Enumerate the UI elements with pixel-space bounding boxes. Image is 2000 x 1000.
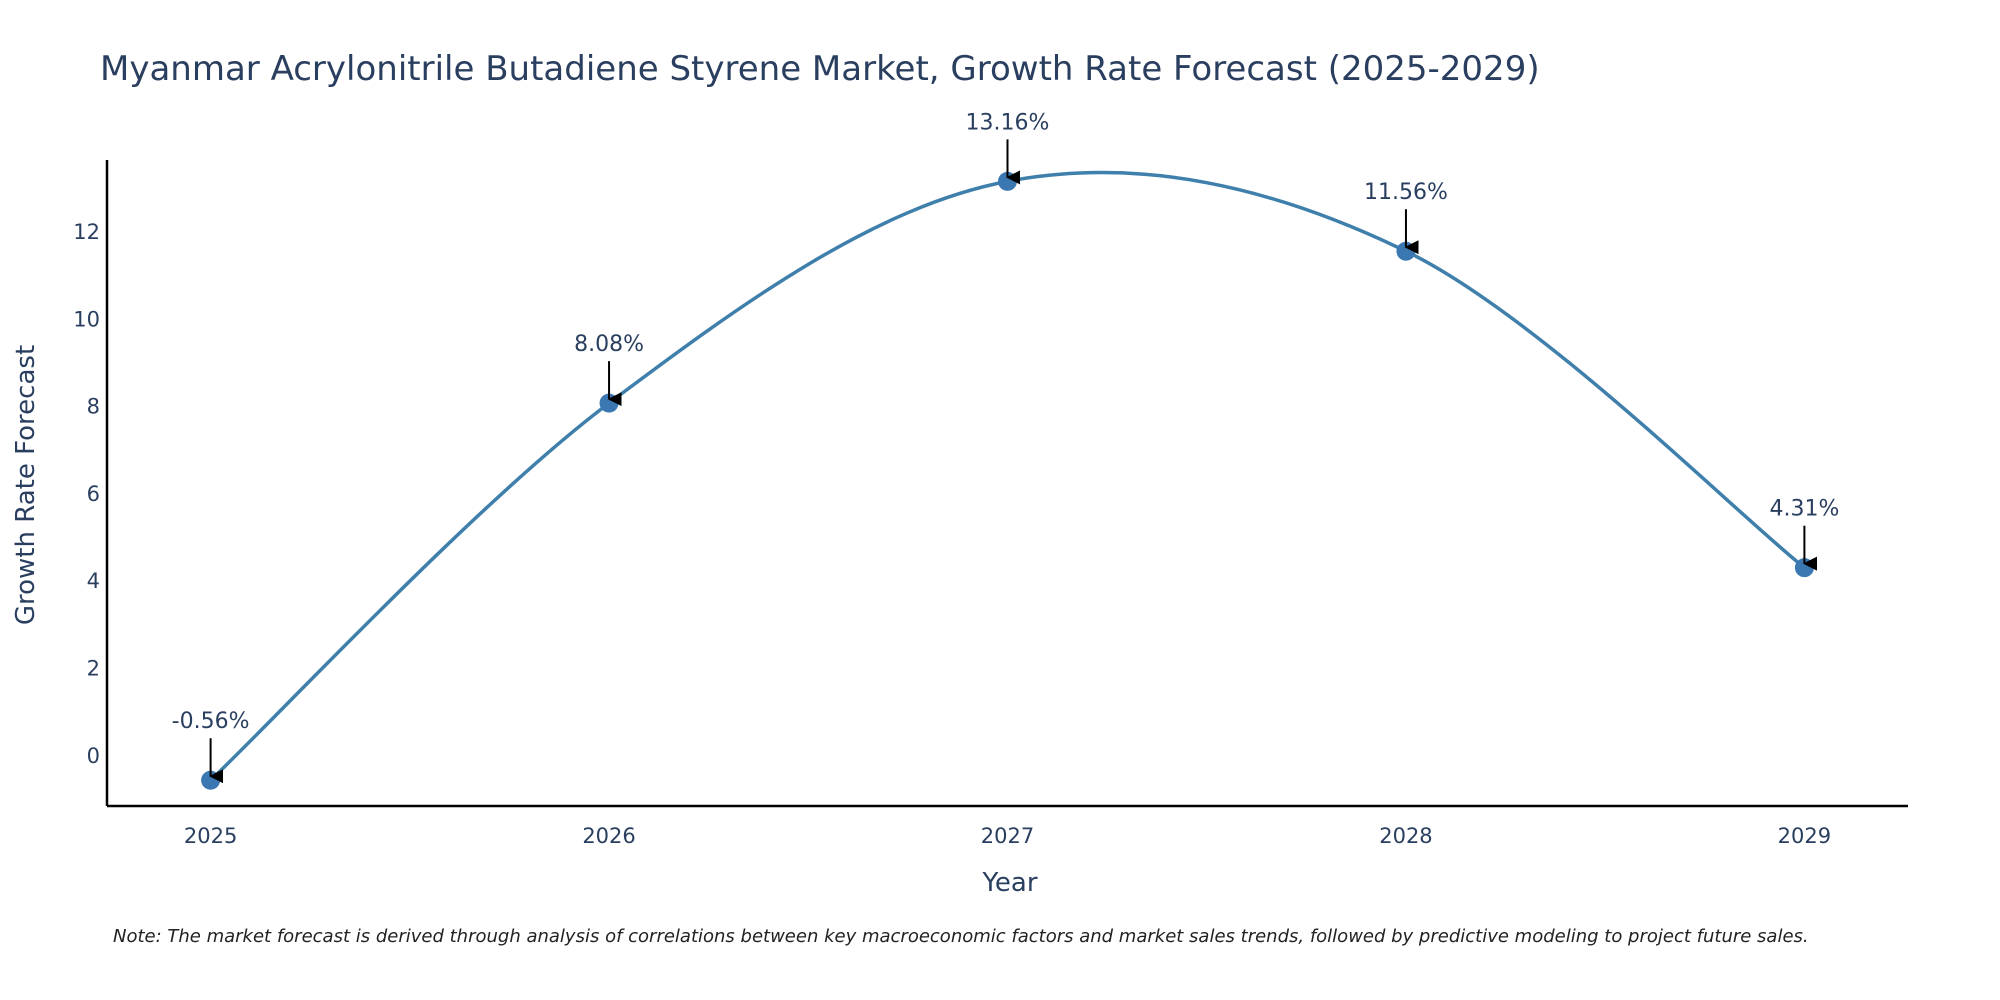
data-label: 4.31% bbox=[1769, 497, 1839, 522]
y-tick-label: 6 bbox=[87, 482, 100, 506]
data-label: 13.16% bbox=[966, 110, 1050, 135]
y-tick-label: 4 bbox=[87, 569, 100, 593]
x-tick-label: 2026 bbox=[582, 824, 635, 848]
x-tick-label: 2029 bbox=[1778, 824, 1831, 848]
data-label: -0.56% bbox=[172, 709, 250, 734]
series-line bbox=[208, 170, 1807, 782]
chart-title: Myanmar Acrylonitrile Butadiene Styrene … bbox=[100, 49, 1540, 89]
y-axis-title: Growth Rate Forecast bbox=[11, 345, 41, 625]
x-tick-label: 2027 bbox=[981, 824, 1034, 848]
data-label: 8.08% bbox=[574, 332, 644, 357]
y-tick-label: 8 bbox=[87, 395, 100, 419]
footnote: Note: The market forecast is derived thr… bbox=[113, 926, 1809, 947]
y-tick-label: 10 bbox=[73, 307, 100, 331]
plot-area: 0 2 4 6 8 10 12 2025 2026 2027 2028 2029 -0.56% 8.08%… bbox=[73, 110, 1908, 848]
y-tick-label: 0 bbox=[87, 744, 100, 768]
x-tick-label: 2028 bbox=[1379, 824, 1432, 848]
y-tick-label: 2 bbox=[87, 657, 100, 681]
x-tick-label: 2025 bbox=[184, 824, 237, 848]
data-label: 11.56% bbox=[1364, 180, 1448, 205]
x-axis-title: Year bbox=[981, 868, 1037, 898]
y-tick-label: 12 bbox=[73, 220, 100, 244]
